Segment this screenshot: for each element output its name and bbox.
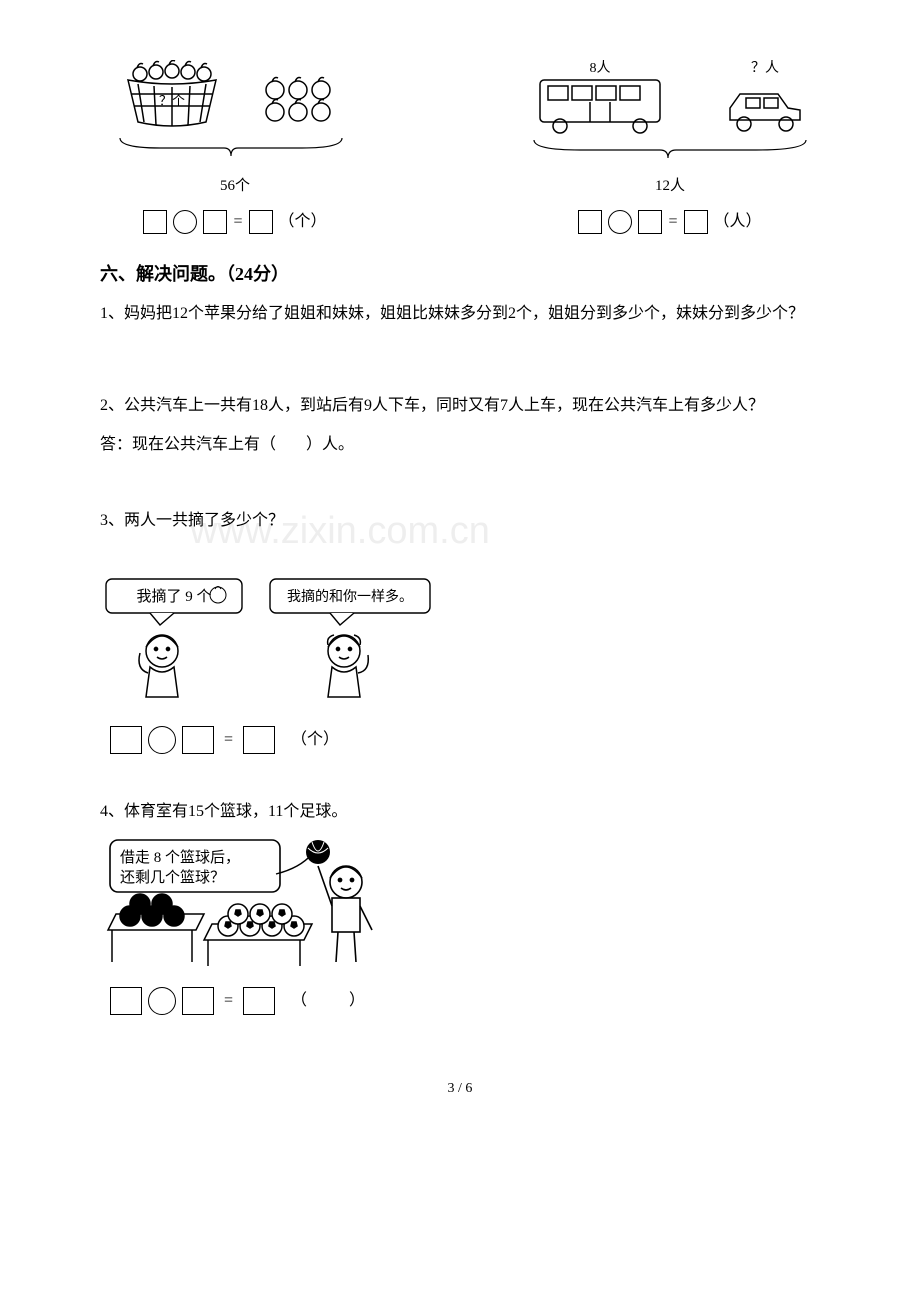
blank-square[interactable] (182, 726, 214, 754)
equals-text: = (224, 725, 233, 755)
blank-square[interactable] (110, 726, 142, 754)
blank-circle[interactable] (148, 987, 176, 1015)
question-2: 2、公共汽车上一共有18人，到站后有9人下车，同时又有7人上车，现在公共汽车上有… (100, 391, 820, 421)
bus-total: 12人 (655, 172, 685, 201)
q3-bubble-left: 我摘了 9 个 (136, 587, 211, 605)
bus-illustration: 8人 ？人 (520, 60, 820, 170)
equals-text: = (224, 986, 233, 1016)
blank-square[interactable] (638, 210, 662, 234)
q3-equation: = （个） (110, 725, 820, 755)
question-2-answer: 答：现在公共汽车上有（ ）人。 (100, 430, 820, 460)
q2-workspace (100, 464, 820, 498)
blank-square[interactable] (182, 987, 214, 1015)
q3-unit: （个） (291, 725, 339, 755)
basket-total: 56个 (220, 172, 250, 201)
q2-ans-prefix: 答：现在公共汽车上有（ (100, 436, 276, 453)
bus-label: 8人 (590, 60, 611, 76)
basket-qmark: ？个 (159, 93, 185, 108)
question-4: 4、体育室有15个篮球，11个足球。 (100, 797, 820, 827)
blank-square[interactable] (110, 987, 142, 1015)
basket-equation: = （个） (143, 207, 326, 237)
q2-ans-suffix: ）人。 (306, 436, 354, 453)
q4-illustration: 借走 8 个篮球后， 还剩几个篮球？ (100, 834, 820, 974)
blank-square[interactable] (243, 987, 275, 1015)
section6-title: 六、解决问题。（24分） (100, 257, 820, 291)
basket-illustration: ？个 (100, 60, 370, 170)
q4-unit-close: ） (349, 986, 365, 1016)
equals-text: = (233, 207, 242, 237)
blank-circle[interactable] (608, 210, 632, 234)
blank-circle[interactable] (173, 210, 197, 234)
q4-bubble-line1: 借走 8 个篮球后， (120, 848, 240, 866)
blank-square[interactable] (684, 210, 708, 234)
blank-square[interactable] (143, 210, 167, 234)
top-figure-row: ？个 56个 = （个） 8人 ？人 (100, 60, 820, 237)
question-1: 1、妈妈把12个苹果分给了姐姐和妹妹，姐姐比妹妹多分到2个，姐姐分到多少个，妹妹… (100, 299, 820, 329)
q4-unit-open: （ (291, 986, 307, 1016)
q1-workspace (100, 333, 820, 383)
question-3: 3、两人一共摘了多少个？ (100, 506, 820, 536)
blank-circle[interactable] (148, 726, 176, 754)
blank-square[interactable] (578, 210, 602, 234)
bus-equation: = （人） (578, 207, 761, 237)
q3-bubble-right: 我摘的和你一样多。 (287, 588, 413, 605)
basket-unit: （个） (279, 207, 327, 237)
q3-illustration: 我摘了 9 个 我摘的和你一样多。 (100, 573, 820, 713)
blank-square[interactable] (243, 726, 275, 754)
q3-text: 3、两人一共摘了多少个？ (100, 512, 284, 529)
figure-basket: ？个 56个 = （个） (100, 60, 370, 237)
equals-text: = (668, 207, 677, 237)
figure-bus: 8人 ？人 12人 = （人） (520, 60, 820, 237)
blank-square[interactable] (203, 210, 227, 234)
blank-square[interactable] (249, 210, 273, 234)
page-number: 3 / 6 (100, 1076, 820, 1103)
car-label: ？人 (751, 60, 779, 76)
q4-bubble-line2: 还剩几个篮球？ (120, 868, 225, 886)
q4-equation: = （ ） (110, 986, 820, 1016)
bus-unit: （人） (714, 207, 762, 237)
